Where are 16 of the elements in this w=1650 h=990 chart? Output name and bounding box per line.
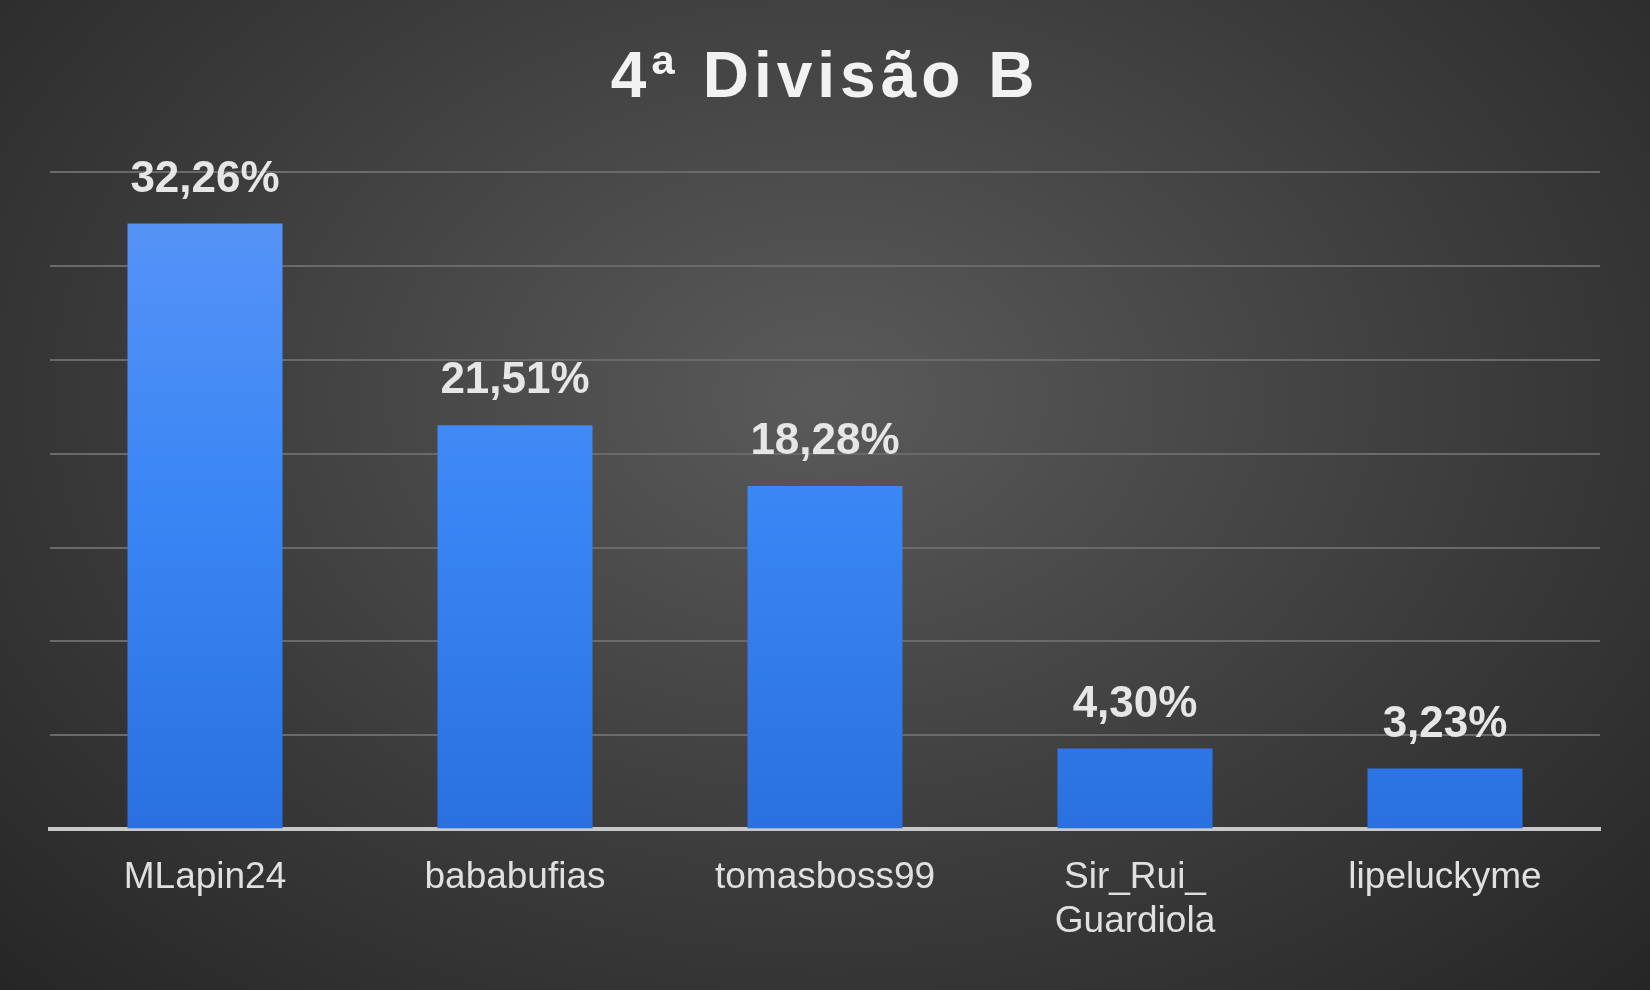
bar (127, 223, 283, 829)
bar (1367, 768, 1523, 829)
data-label: 18,28% (750, 414, 900, 464)
x-tick-label: bababufias (424, 854, 606, 896)
data-label: 32,26% (130, 151, 280, 201)
x-tick-label: Sir_Rui_ Guardiola (1054, 854, 1216, 940)
bar (747, 485, 903, 829)
x-tick-label: MLapin24 (123, 854, 287, 896)
data-label: 21,51% (440, 353, 590, 403)
data-label: 3,23% (1382, 696, 1508, 746)
chart-title: 4ª Divisão B (609, 38, 1041, 112)
data-label: 4,30% (1072, 676, 1198, 726)
bar (1057, 748, 1213, 829)
bar (437, 425, 593, 829)
x-tick-label: lipeluckyme (1348, 854, 1542, 896)
x-tick-label: tomasboss99 (714, 854, 936, 896)
